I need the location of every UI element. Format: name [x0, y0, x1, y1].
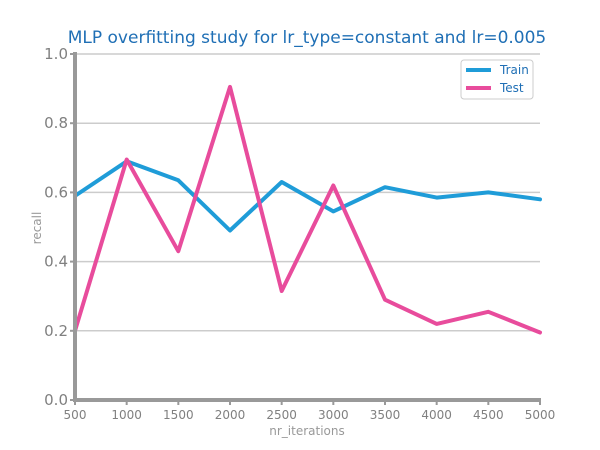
y-tick-label: 1.0: [44, 45, 68, 63]
legend-label-test: Test: [499, 81, 524, 95]
x-tick-label: 1500: [163, 408, 194, 422]
legend-label-train: Train: [499, 63, 529, 77]
y-tick-label: 0.0: [44, 391, 68, 409]
tick-labels: 0.0 0.2 0.4 0.6 0.8 1.0 500 1000 1500 2000 2500 300…: [44, 45, 555, 422]
y-tick-label: 0.4: [44, 253, 68, 271]
x-tick-label: 2000: [215, 408, 246, 422]
y-tick-label: 0.8: [44, 114, 68, 132]
chart-title: MLP overfitting study for lr_type=consta…: [68, 28, 547, 48]
x-tick-label: 1000: [111, 408, 142, 422]
axes: [73, 52, 541, 402]
legend: Train Test: [460, 59, 534, 100]
x-tick-label: 2500: [266, 408, 297, 422]
x-tick-label: 4000: [421, 408, 452, 422]
series-lines: [73, 84, 542, 335]
y-axis-label: recall: [30, 212, 44, 245]
series-line-test: [73, 84, 542, 335]
x-tick-label: 4500: [473, 408, 504, 422]
y-tick-label: 0.2: [44, 322, 68, 340]
y-tick-label: 0.6: [44, 183, 68, 201]
grid-lines: [75, 53, 540, 332]
x-tick-label: 3500: [370, 408, 401, 422]
x-tick-label: 3000: [318, 408, 349, 422]
series-line-train: [73, 159, 542, 233]
x-tick-label: 500: [64, 408, 87, 422]
x-tick-label: 5000: [525, 408, 556, 422]
x-axis-label: nr_iterations: [269, 424, 345, 438]
